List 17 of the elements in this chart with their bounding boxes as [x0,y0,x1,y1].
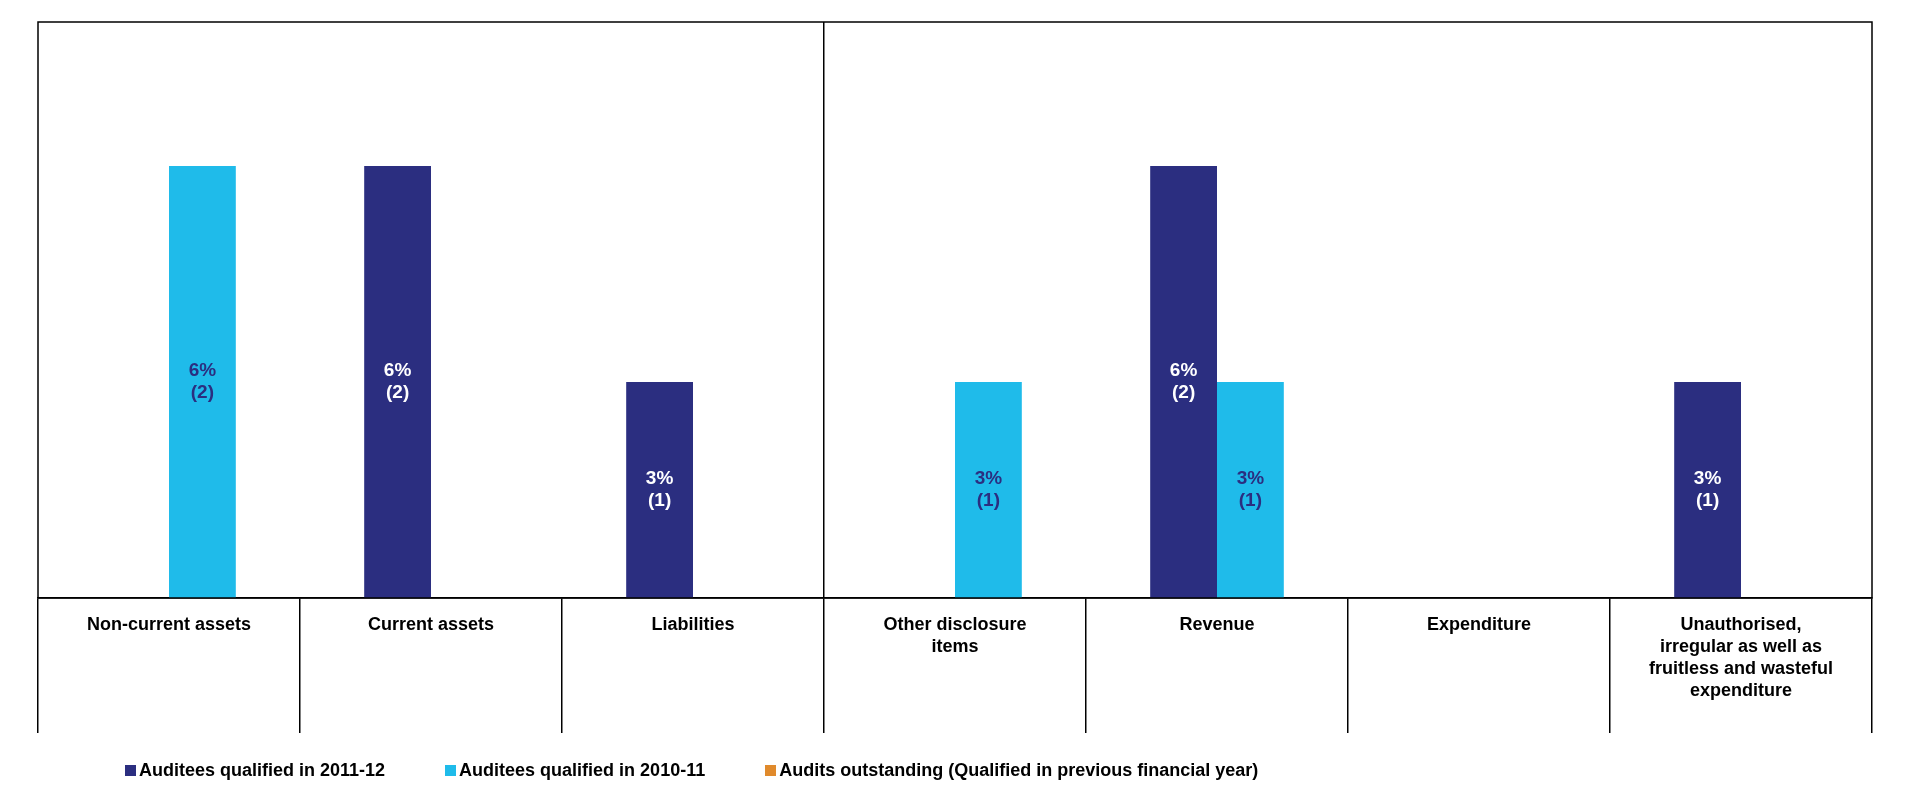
data-label: 3% (1) [1693,467,1722,511]
legend-label: Audits outstanding (Qualified in previous financial year) [779,760,1259,781]
x-tick-label: Current assets [367,613,495,634]
data-label: 6% (2) [188,359,217,403]
x-tick-label: Unauthorised, irregular as well as fruitless and wasteful expenditure [1648,613,1834,700]
x-tick-label: Expenditure [1426,613,1532,634]
data-label: 3% (1) [645,467,674,511]
legend-label: Auditees qualified in 2011-12 [139,760,386,781]
legend-label: Auditees qualified in 2010-11 [459,760,706,781]
data-label: 3% (1) [974,467,1003,511]
data-label: 6% (2) [1169,359,1198,403]
data-label: 3% (1) [1236,467,1265,511]
x-tick-label: Liabilities [651,613,735,634]
data-label: 6% (2) [383,359,412,403]
x-tick-label: Non-current assets [86,613,252,634]
x-tick-label: Revenue [1179,613,1255,634]
x-tick-label: Other disclosure items [883,613,1027,656]
